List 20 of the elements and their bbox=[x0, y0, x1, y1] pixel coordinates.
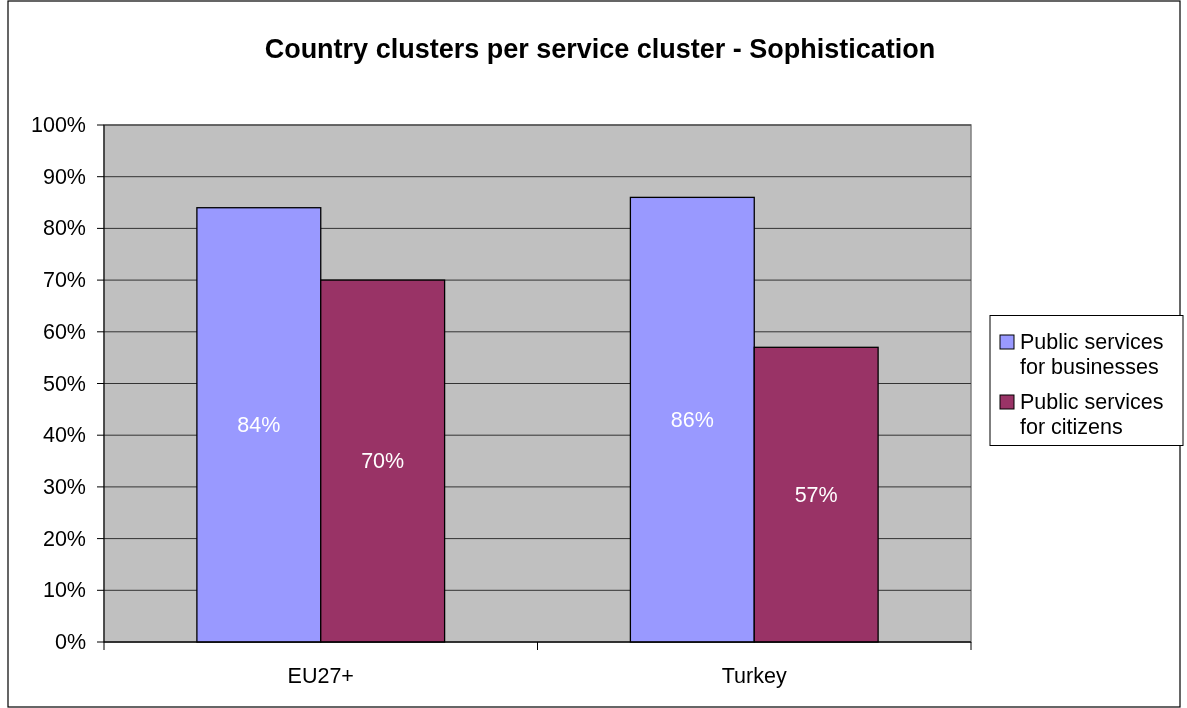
y-tick-label: 30% bbox=[42, 474, 86, 499]
data-label: 86% bbox=[670, 407, 714, 432]
y-tick-label: 60% bbox=[42, 319, 86, 344]
y-tick-label: 70% bbox=[42, 268, 86, 293]
x-tick-label: Turkey bbox=[721, 664, 787, 688]
legend-label: Public services for businesses bbox=[1020, 330, 1164, 379]
legend-label: Public services for citizens bbox=[1020, 390, 1164, 439]
y-tick-label: 50% bbox=[42, 371, 86, 396]
data-label: 70% bbox=[361, 449, 405, 474]
y-tick-label: 100% bbox=[31, 113, 86, 137]
y-tick-label: 80% bbox=[42, 216, 86, 241]
data-label: 57% bbox=[794, 482, 838, 507]
y-tick-label: 0% bbox=[54, 630, 86, 654]
chart-title: Country clusters per service cluster - Sophistication bbox=[264, 34, 936, 64]
data-label: 84% bbox=[237, 412, 281, 437]
x-tick-label: EU27+ bbox=[287, 664, 354, 688]
y-tick-label: 90% bbox=[42, 164, 86, 189]
y-tick-label: 20% bbox=[42, 526, 86, 551]
y-tick-label: 40% bbox=[42, 423, 86, 448]
y-tick-label: 10% bbox=[42, 578, 86, 603]
